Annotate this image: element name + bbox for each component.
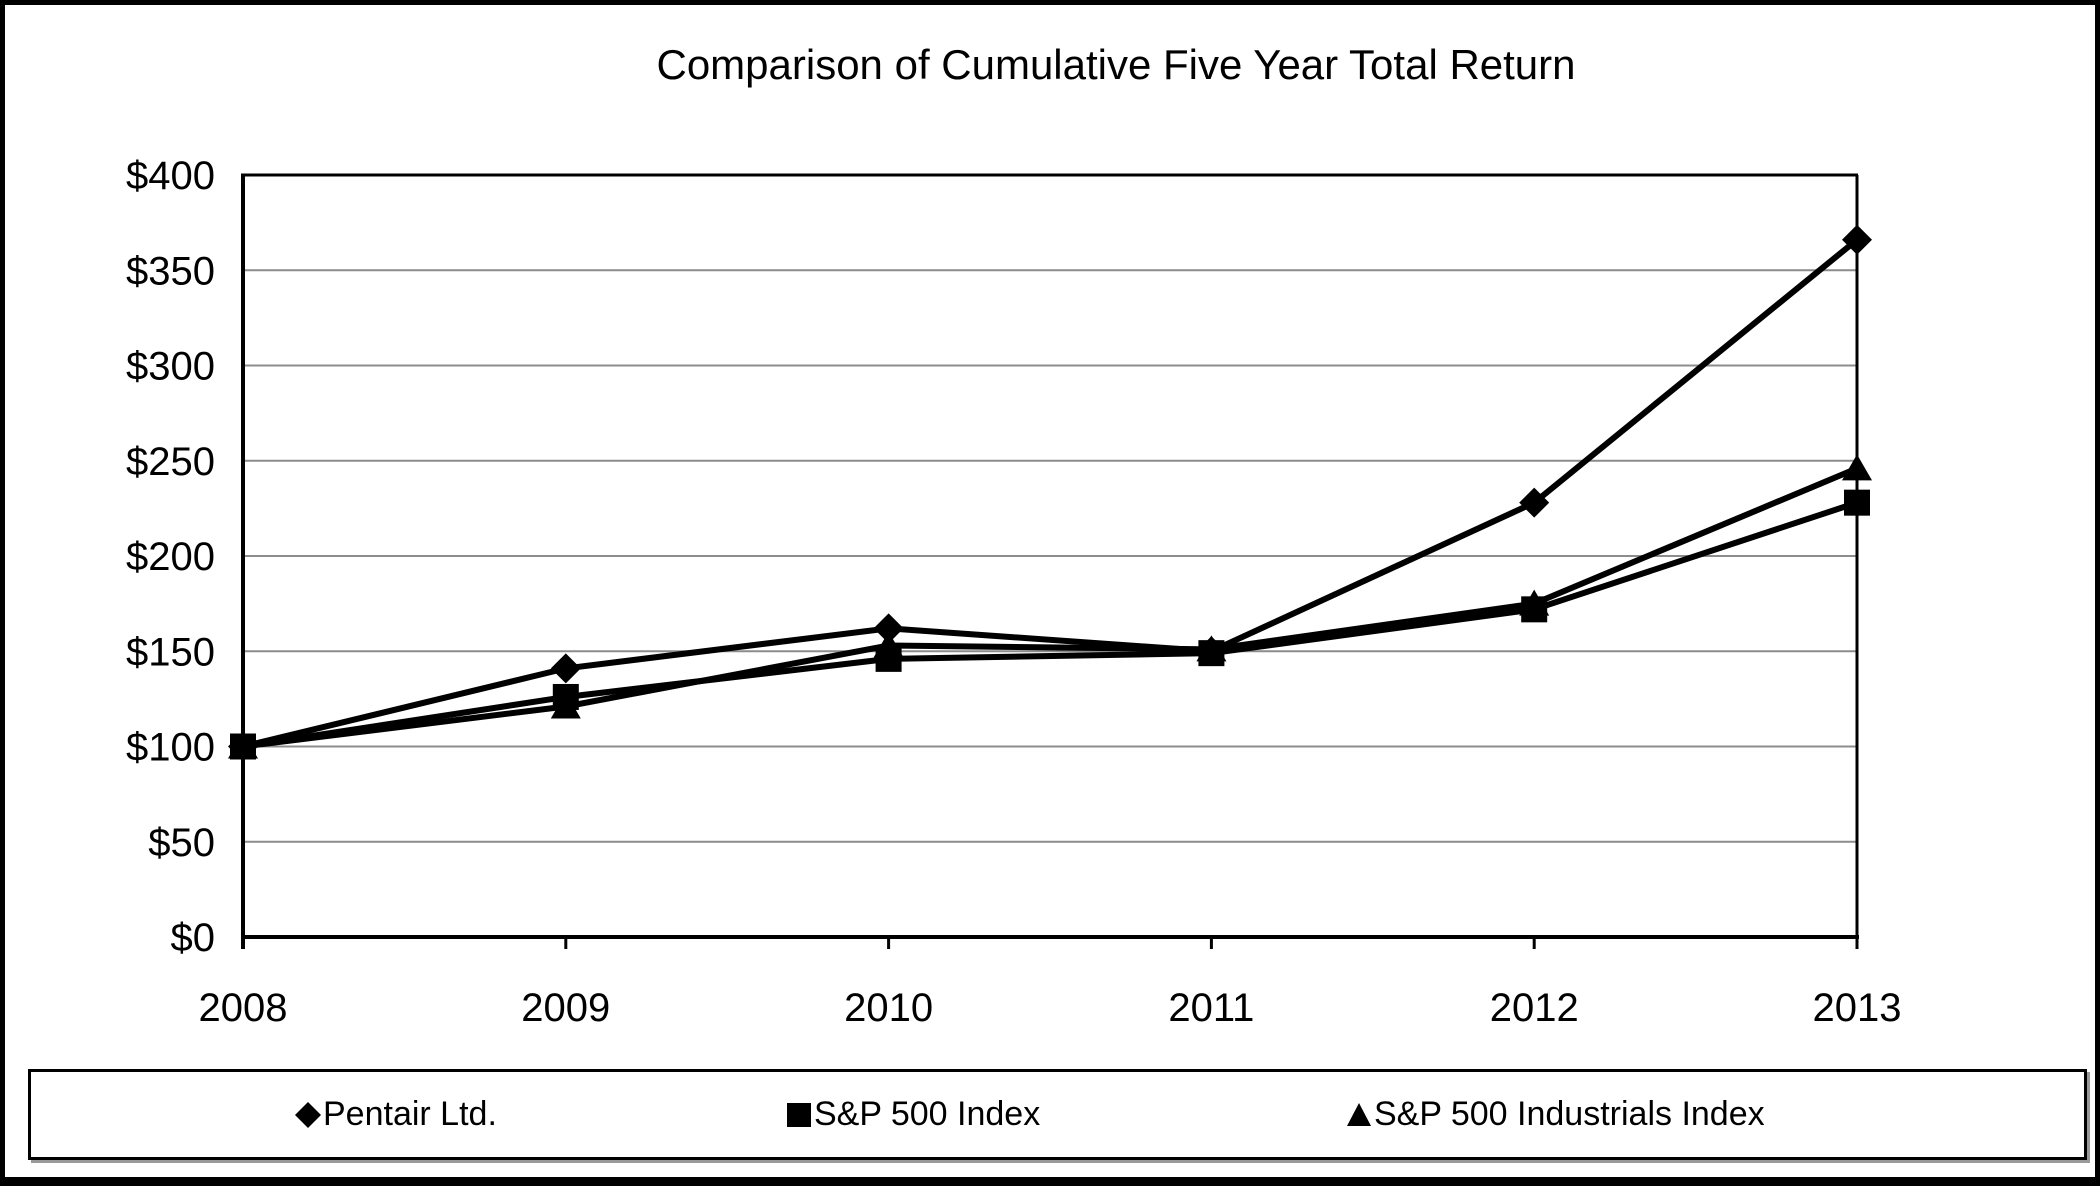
x-axis-label: 2011 xyxy=(1168,986,1254,1030)
legend-entry-pentair: Pentair Ltd. xyxy=(295,1072,497,1157)
y-axis-label: $350 xyxy=(126,249,215,293)
y-axis-label: $200 xyxy=(126,535,215,579)
marker-s-p-500-index-2013 xyxy=(1844,489,1870,516)
legend-entry-sp500-industrials: S&P 500 Industrials Index xyxy=(1346,1072,1765,1157)
marker-s-p-500-index-2012 xyxy=(1521,596,1548,623)
triangle-marker-icon xyxy=(1346,1102,1372,1128)
marker-pentair-ltd-2009 xyxy=(550,653,581,684)
marker-pentair-ltd-2008 xyxy=(228,731,258,762)
marker-pentair-ltd-2012 xyxy=(1519,487,1550,518)
y-axis-label: $250 xyxy=(126,440,215,484)
y-axis-label: $150 xyxy=(126,630,215,674)
y-axis-label: $300 xyxy=(126,345,215,389)
y-axis-label: $400 xyxy=(126,154,215,198)
chart-title: Comparison of Cumulative Five Year Total… xyxy=(656,41,1576,88)
marker-s-p-500-industrials-index-2013 xyxy=(1842,454,1872,481)
marker-s-p-500-index-2010 xyxy=(875,645,902,672)
marker-pentair-ltd-2011 xyxy=(1196,636,1227,667)
total-return-line-chart: 2008 2009 2010 2011 2012 2013 $0 $50 $100 $150 $20… xyxy=(126,154,1902,1030)
diamond-marker-icon xyxy=(295,1101,321,1128)
marker-pentair-ltd-2010 xyxy=(873,613,904,644)
series-line-s-p-500-industrials-index xyxy=(242,465,1859,750)
x-axis-label: 2012 xyxy=(1490,986,1579,1030)
y-axis-label: $50 xyxy=(148,821,215,865)
square-marker-icon xyxy=(786,1102,812,1128)
x-axis-label: 2010 xyxy=(844,986,933,1030)
chart-legend: Pentair Ltd. S&P 500 Index S&P 500 Indus… xyxy=(28,1069,2087,1160)
x-axis-label: 2008 xyxy=(199,986,288,1030)
series-line-s-p-500-index xyxy=(242,499,1858,750)
legend-label: Pentair Ltd. xyxy=(323,1095,497,1133)
y-axis-label: $0 xyxy=(171,916,216,960)
series-line-pentair-ltd xyxy=(242,237,1859,750)
legend-label: S&P 500 Index xyxy=(814,1095,1041,1133)
marker-pentair-ltd-2013 xyxy=(1842,224,1872,255)
marker-s-p-500-index-2009 xyxy=(552,683,579,710)
x-axis-label: 2013 xyxy=(1813,986,1902,1030)
legend-label: S&P 500 Industrials Index xyxy=(1374,1095,1765,1133)
legend-entry-sp500: S&P 500 Index xyxy=(786,1072,1040,1157)
y-axis-label: $100 xyxy=(126,726,215,770)
x-axis-label: 2009 xyxy=(521,986,610,1030)
